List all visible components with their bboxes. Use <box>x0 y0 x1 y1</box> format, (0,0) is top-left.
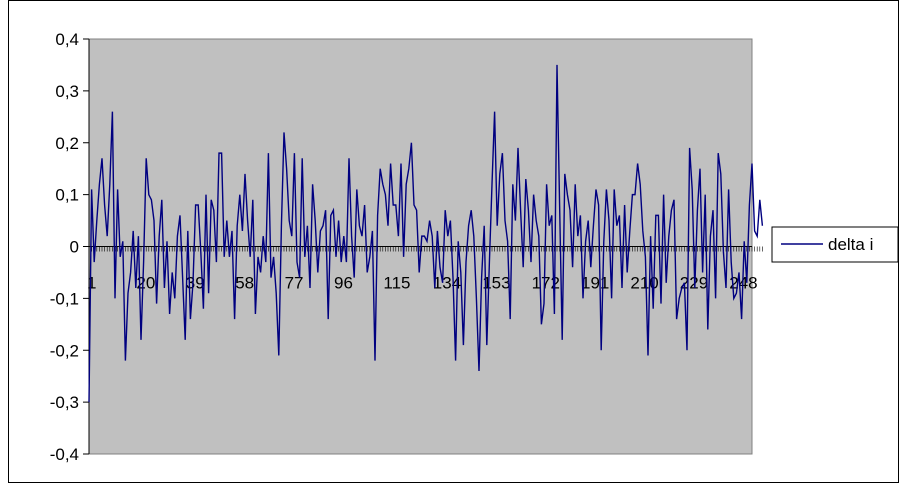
x-tick-label: 115 <box>383 274 410 293</box>
y-tick-label: 0,2 <box>55 134 79 153</box>
x-tick-label: 191 <box>581 274 609 293</box>
x-tick-label: 153 <box>482 274 510 293</box>
x-tick-label: 39 <box>186 274 205 293</box>
y-tick-label: 0,4 <box>55 30 79 49</box>
x-tick-label: 172 <box>532 274 560 293</box>
y-tick-label: 0,3 <box>55 82 79 101</box>
y-tick-label: -0,1 <box>50 289 79 308</box>
x-tick-label: 77 <box>285 274 304 293</box>
y-tick-label: -0,2 <box>50 341 79 360</box>
legend: delta i <box>771 226 899 263</box>
x-tick-label: 58 <box>235 274 254 293</box>
y-tick-label: 0,1 <box>55 186 79 205</box>
y-tick-label: 0 <box>70 238 79 257</box>
y-axis: 0,4 0,3 0,2 0,1 0 -0,1 -0,2 -0,3 -0,4 <box>50 30 90 464</box>
x-axis: 1 20 39 58 77 96 115 134 153 172 191 210 229 248 <box>87 246 763 293</box>
y-tick-label: -0,3 <box>50 393 79 412</box>
series-layer <box>88 64 764 403</box>
x-tick-label: 20 <box>136 274 155 293</box>
legend-label: delta i <box>828 235 873 254</box>
x-tick-label: 134 <box>433 274 461 293</box>
y-tick-label: -0,4 <box>50 445 79 464</box>
x-tick-label: 1 <box>87 274 96 293</box>
x-tick-label: 96 <box>334 274 353 293</box>
series-line-0 <box>88 64 764 403</box>
